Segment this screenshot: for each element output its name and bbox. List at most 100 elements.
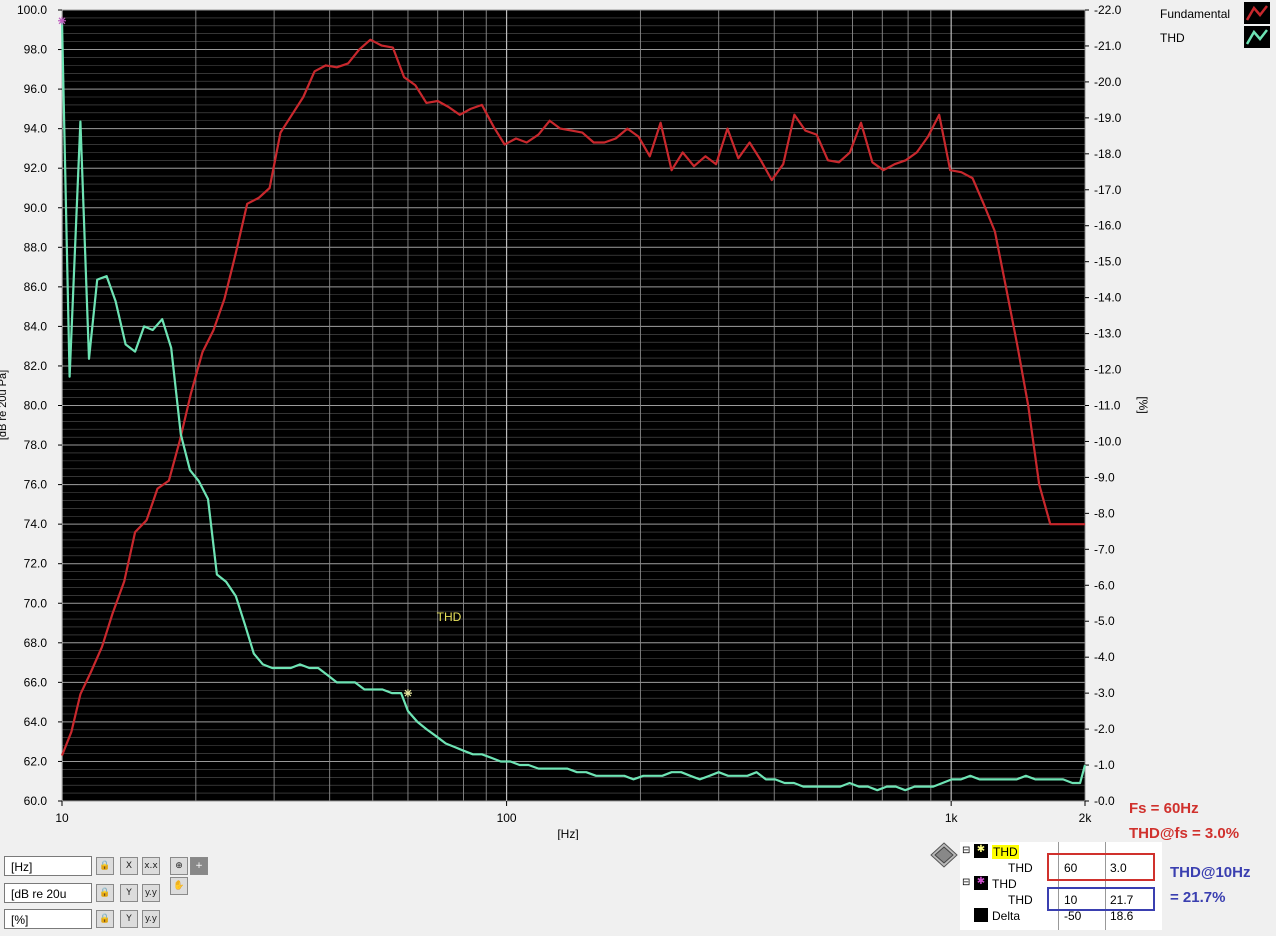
cursor-tool-icon[interactable]: + bbox=[190, 857, 208, 875]
y-left-tick-label: 78.0 bbox=[24, 438, 48, 452]
column-divider bbox=[1105, 842, 1106, 930]
y-left-tick-label: 76.0 bbox=[24, 478, 48, 492]
y-left-tick-label: 88.0 bbox=[24, 240, 48, 254]
y-right-tick-label: -21.0 bbox=[1094, 39, 1122, 53]
thd-fs-annotation: THD@fs = 3.0% bbox=[1129, 825, 1240, 842]
format-y-icon[interactable]: y.y bbox=[142, 910, 160, 928]
y-right-tick-label: -14.0 bbox=[1094, 291, 1122, 305]
highlight-box-fs bbox=[1047, 853, 1155, 881]
legend-swatch-thd bbox=[1244, 26, 1270, 48]
series-line-thd bbox=[60, 20, 1087, 792]
cursor-sub: THD bbox=[1008, 893, 1033, 907]
y-axis-right-label: [%] bbox=[1136, 396, 1150, 413]
cursor-y-value[interactable]: 21.7 bbox=[1110, 893, 1134, 907]
y-left-tick-label: 74.0 bbox=[24, 517, 48, 531]
cursor-marker bbox=[403, 689, 412, 698]
format-x-icon[interactable]: x.x bbox=[142, 857, 160, 875]
legend-item-fundamental[interactable]: Fundamental bbox=[1160, 2, 1276, 28]
y-right-tick-label: -3.0 bbox=[1094, 686, 1115, 700]
lock-icon[interactable]: 🔒 bbox=[96, 910, 114, 928]
thd-10hz-value-annotation: = 21.7% bbox=[1170, 889, 1226, 906]
y-right-tick-label: -4.0 bbox=[1094, 650, 1115, 664]
series-line-fundamental bbox=[60, 38, 1085, 756]
cursor-delta-row: Delta -50 18.6 bbox=[960, 908, 1162, 924]
collapse-icon[interactable]: ⊟ bbox=[962, 877, 971, 888]
autoscale-x-icon[interactable]: X bbox=[120, 857, 138, 875]
autoscale-y-icon[interactable]: Y bbox=[120, 884, 138, 902]
cursor-marker-icon: ✱ bbox=[974, 876, 988, 890]
y-right-tick-label: -11.0 bbox=[1094, 399, 1121, 413]
cursor-name: THD bbox=[992, 877, 1017, 891]
legend-label: THD bbox=[1160, 31, 1185, 45]
y-right-tick-label: -9.0 bbox=[1094, 470, 1115, 484]
y-right-tick-label: -12.0 bbox=[1094, 363, 1122, 377]
cursor-x-value[interactable]: 60 bbox=[1064, 861, 1078, 875]
y-left-tick-label: 70.0 bbox=[24, 596, 48, 610]
y-right-tick-label: -18.0 bbox=[1094, 147, 1122, 161]
x-axis-label: [Hz] bbox=[557, 827, 578, 840]
y-left-tick-label: 62.0 bbox=[24, 754, 48, 768]
delta-x-value: -50 bbox=[1064, 909, 1082, 923]
y-left-tick-label: 68.0 bbox=[24, 636, 48, 650]
cursor-x-value[interactable]: 10 bbox=[1064, 893, 1078, 907]
collapse-icon[interactable]: ⊟ bbox=[962, 845, 971, 856]
y-right-tick-label: -10.0 bbox=[1094, 434, 1122, 448]
y-right-tick-label: -0.0 bbox=[1094, 794, 1115, 808]
pan-hand-icon[interactable]: ✋ bbox=[170, 877, 188, 895]
zoom-icon[interactable]: ⊕ bbox=[170, 857, 188, 875]
x-tick-label: 2k bbox=[1079, 811, 1093, 825]
x-tick-label: 10 bbox=[55, 811, 69, 825]
y-left-tick-label: 96.0 bbox=[24, 82, 48, 96]
y-left-tick-label: 98.0 bbox=[24, 43, 48, 57]
cursor-y-value[interactable]: 3.0 bbox=[1110, 861, 1127, 875]
cursor-values-row-2: THD 10 21.7 bbox=[960, 892, 1162, 908]
highlight-box-10hz bbox=[1047, 887, 1155, 911]
y-right-tick-label: -16.0 bbox=[1094, 219, 1122, 233]
x-tick-label: 1k bbox=[945, 811, 959, 825]
y-right-tick-label: -8.0 bbox=[1094, 506, 1115, 520]
y-right-tick-label: -5.0 bbox=[1094, 614, 1115, 628]
y-left-tick-label: 92.0 bbox=[24, 161, 48, 175]
cursor-marker-icon: ✱ bbox=[974, 844, 988, 858]
lock-icon[interactable]: 🔒 bbox=[96, 884, 114, 902]
legend-item-thd[interactable]: THD bbox=[1160, 26, 1276, 52]
cursor-row-thd-2[interactable]: ⊟ ✱ THD bbox=[960, 876, 1162, 892]
legend-swatch-fundamental bbox=[1244, 2, 1270, 24]
autoscale-y-icon[interactable]: Y bbox=[120, 910, 138, 928]
y-right-tick-label: -15.0 bbox=[1094, 255, 1122, 269]
y-right-tick-label: -19.0 bbox=[1094, 111, 1122, 125]
cursor-sub: THD bbox=[1008, 861, 1033, 875]
y-left-tick-label: 84.0 bbox=[24, 319, 48, 333]
fs-annotation: Fs = 60Hz bbox=[1129, 800, 1199, 817]
delta-swatch bbox=[974, 908, 988, 922]
y-right-unit-field[interactable]: [%] bbox=[4, 909, 92, 929]
y-left-unit-field[interactable]: [dB re 20u bbox=[4, 883, 92, 903]
delta-y-value: 18.6 bbox=[1110, 909, 1134, 923]
format-y-icon[interactable]: y.y bbox=[142, 884, 160, 902]
y-left-tick-label: 60.0 bbox=[24, 794, 48, 808]
x-axis-unit-field[interactable]: [Hz] bbox=[4, 856, 92, 876]
y-right-tick-label: -1.0 bbox=[1094, 758, 1115, 772]
lock-icon[interactable]: 🔒 bbox=[96, 857, 114, 875]
y-left-tick-label: 72.0 bbox=[24, 557, 48, 571]
column-divider bbox=[1058, 842, 1059, 930]
y-left-tick-label: 66.0 bbox=[24, 675, 48, 689]
y-left-tick-label: 80.0 bbox=[24, 399, 48, 413]
y-right-tick-label: -17.0 bbox=[1094, 183, 1122, 197]
y-left-tick-label: 90.0 bbox=[24, 201, 48, 215]
y-right-tick-label: -2.0 bbox=[1094, 722, 1115, 736]
y-right-tick-label: -13.0 bbox=[1094, 327, 1122, 341]
y-right-tick-label: -6.0 bbox=[1094, 578, 1115, 592]
y-left-tick-label: 86.0 bbox=[24, 280, 48, 294]
y-right-tick-label: -22.0 bbox=[1094, 3, 1122, 17]
cursor-values-row-1: THD 60 3.0 bbox=[960, 860, 1162, 876]
plot-annotation-thd: THD bbox=[437, 610, 462, 624]
cursor-move-icon[interactable] bbox=[929, 842, 959, 868]
y-axis-left-label: [dB re 20u Pa] bbox=[0, 370, 9, 440]
delta-label: Delta bbox=[992, 909, 1021, 923]
y-left-tick-label: 94.0 bbox=[24, 122, 48, 136]
y-right-tick-label: -20.0 bbox=[1094, 75, 1122, 89]
y-left-tick-label: 82.0 bbox=[24, 359, 48, 373]
cursor-row-thd-1[interactable]: ⊟ ✱ THD bbox=[960, 844, 1162, 860]
frequency-response-chart: 60.0 62.0 64.0 66.0 68.0 70.0 72.0 74.0 76.0 78.0… bbox=[0, 3, 1150, 840]
